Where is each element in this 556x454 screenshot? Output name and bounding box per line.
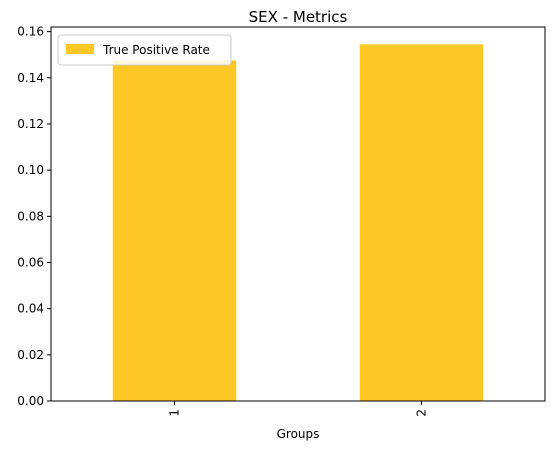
y-tick-label: 0.04 [17,302,44,316]
y-tick-label: 0.16 [17,25,44,39]
legend-swatch [66,44,94,54]
y-tick-label: 0.14 [17,71,44,85]
x-axis-label: Groups [277,427,320,441]
bar-group-2 [359,44,484,401]
legend: True Positive Rate [57,34,232,66]
y-tick-label: 0.06 [17,255,44,269]
y-tick-label: 0.10 [17,163,44,177]
x-tick-label: 1 [168,409,182,417]
plot-frame [50,26,546,402]
y-tick-label: 0.02 [17,348,44,362]
legend-box [57,34,232,66]
bar-group-1 [112,60,237,401]
y-tick-label: 0.00 [17,394,44,408]
legend-label: True Positive Rate [102,43,210,57]
y-tick-label: 0.08 [17,209,44,223]
x-tick-label: 2 [415,409,429,417]
bars-layer [112,44,484,401]
y-axis: 0.00 0.02 0.04 0.06 0.08 0.10 0.12 0.14 0.16 [17,25,51,408]
chart-title: SEX - Metrics [249,8,348,26]
y-tick-label: 0.12 [17,117,44,131]
